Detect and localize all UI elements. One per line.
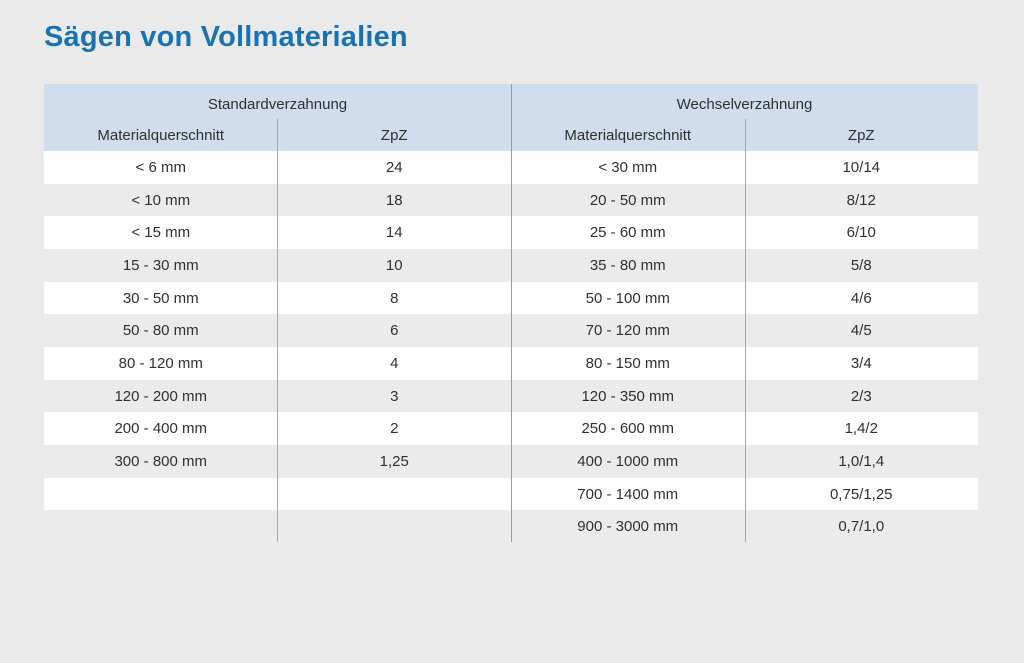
table-cell: 18 — [385, 191, 403, 209]
table-cell: 30 - 50 mm — [122, 289, 199, 307]
table-cell: 8/12 — [846, 191, 876, 209]
group-header-row: Standardverzahnung Wechselverzahnung — [44, 84, 978, 119]
table-cell: 24 — [385, 158, 403, 176]
table-cell — [44, 510, 278, 543]
table-cell: 250 - 600 mm — [581, 420, 675, 438]
group-header-wechselverzahnung: Wechselverzahnung — [676, 96, 813, 113]
table-cell: 14 — [385, 224, 403, 242]
table-cell: 80 - 150 mm — [585, 354, 670, 372]
table-cell: 3 — [390, 387, 399, 405]
table-cell: 50 - 100 mm — [585, 289, 670, 307]
table-cell — [278, 510, 512, 543]
table-cell: 0,7/1,0 — [838, 518, 885, 536]
table-cell: 900 - 3000 mm — [577, 518, 679, 536]
table-cell: 2/3 — [850, 387, 872, 405]
table-center-divider — [511, 84, 512, 542]
table-cell: 700 - 1400 mm — [577, 485, 679, 503]
table-cell — [278, 478, 512, 511]
table-cell — [44, 478, 278, 511]
table-cell: 4/5 — [850, 322, 872, 340]
right-column-divider — [745, 119, 746, 542]
table-cell: 200 - 400 mm — [114, 420, 208, 438]
column-header-material-left: Materialquerschnitt — [97, 126, 225, 144]
table-cell: 6 — [390, 322, 399, 340]
table-cell: 35 - 80 mm — [589, 256, 666, 274]
table-cell: 2 — [390, 420, 399, 438]
table-cell: 4 — [390, 354, 399, 372]
page-title: Sägen von Vollmaterialien — [44, 21, 408, 53]
table-cell: < 15 mm — [131, 224, 191, 242]
table-cell: 1,25 — [379, 452, 409, 470]
table-cell: 1,0/1,4 — [838, 452, 885, 470]
table-cell: 5/8 — [850, 256, 872, 274]
table-cell: 70 - 120 mm — [585, 322, 670, 340]
group-header-standardverzahnung: Standardverzahnung — [207, 96, 348, 113]
column-header-row: Materialquerschnitt ZpZ Materialquerschn… — [44, 119, 978, 151]
table-cell: 8 — [390, 289, 399, 307]
table-cell: 1,4/2 — [844, 420, 878, 438]
table-cell: 25 - 60 mm — [589, 224, 666, 242]
column-header-zpz-left: ZpZ — [380, 126, 408, 144]
tooth-count-table: Standardverzahnung Wechselverzahnung Mat… — [44, 84, 978, 544]
table-cell: 120 - 350 mm — [581, 387, 675, 405]
table-cell: 400 - 1000 mm — [577, 452, 679, 470]
table-cell: 50 - 80 mm — [122, 322, 199, 340]
table-cell: 15 - 30 mm — [122, 256, 199, 274]
column-header-material-right: Materialquerschnitt — [564, 126, 692, 144]
table-cell: 10 — [385, 256, 403, 274]
table-cell: 4/6 — [850, 289, 872, 307]
table-cell: 120 - 200 mm — [114, 387, 208, 405]
table-cell: 80 - 120 mm — [118, 354, 203, 372]
table-cell: 0,75/1,25 — [829, 485, 893, 503]
table-cell: 3/4 — [850, 354, 872, 372]
left-column-divider — [277, 119, 278, 542]
table-cell: 10/14 — [842, 158, 881, 176]
table-cell: 300 - 800 mm — [114, 452, 208, 470]
table-cell: 6/10 — [846, 224, 876, 242]
table-cell: 20 - 50 mm — [589, 191, 666, 209]
table-cell: < 6 mm — [135, 158, 186, 176]
table-cell: < 30 mm — [598, 158, 658, 176]
table-cell: < 10 mm — [131, 191, 191, 209]
column-header-zpz-right: ZpZ — [847, 126, 875, 144]
